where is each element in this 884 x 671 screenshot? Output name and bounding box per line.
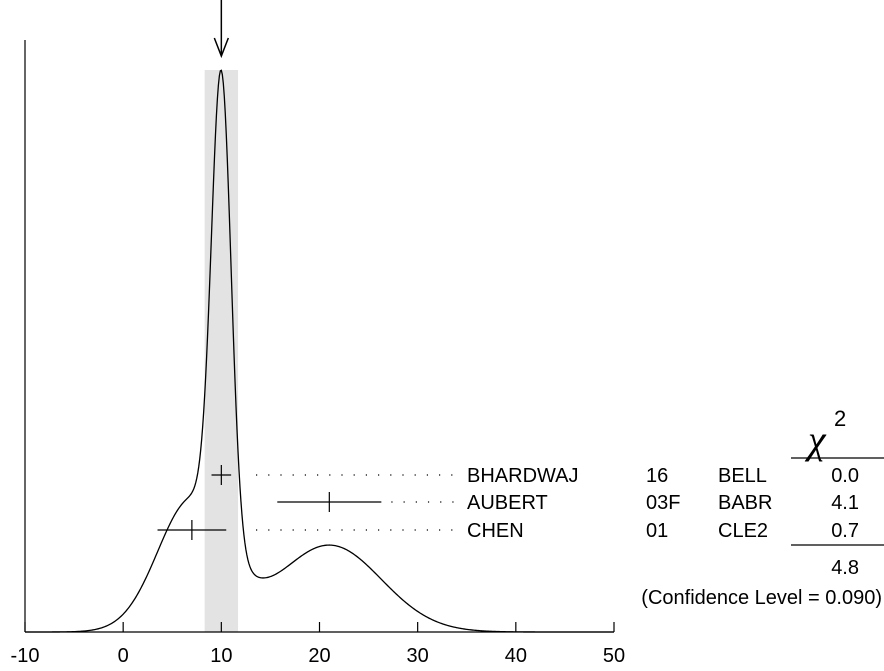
- measurement-chi2: 4.1: [831, 492, 859, 514]
- measurement-experiment: BELL: [718, 465, 767, 487]
- measurement-experiment: CLE2: [718, 520, 768, 542]
- ideogram-curve: [25, 69, 614, 633]
- measurement-year: 01: [646, 520, 668, 542]
- measurement-author: BHARDWAJ: [467, 465, 578, 487]
- measurement-row: CHEN 01 CLE2 0.7: [157, 520, 859, 542]
- x-tick-label: 20: [308, 645, 330, 667]
- average-band: [204, 70, 239, 632]
- average-arrow: [213, 0, 230, 59]
- x-tick-label: 40: [505, 645, 527, 667]
- measurement-row: AUBERT 03F BABR 4.1: [277, 492, 859, 514]
- x-tick-label: -10: [11, 645, 40, 667]
- x-tick-label: 10: [210, 645, 232, 667]
- measurement-year: 16: [646, 465, 668, 487]
- measurement-row: BHARDWAJ 16 BELL 0.0: [211, 465, 859, 487]
- chi2-header: χ: [804, 417, 827, 462]
- x-tick-label: 30: [407, 645, 429, 667]
- x-tick-label: 0: [118, 645, 129, 667]
- x-axis-ticks: -10 0 10 20 30 40 50: [11, 622, 625, 667]
- measurement-author: AUBERT: [467, 492, 548, 514]
- measurement-experiment: BABR: [718, 492, 772, 514]
- chi2-total: 4.8: [831, 557, 859, 579]
- x-tick-label: 50: [603, 645, 625, 667]
- confidence-level: (Confidence Level = 0.090): [641, 587, 882, 609]
- measurement-chi2: 0.7: [831, 520, 859, 542]
- measurement-year: 03F: [646, 492, 680, 514]
- chi2-header-superscript: 2: [834, 406, 846, 431]
- measurement-chi2: 0.0: [831, 465, 859, 487]
- measurement-author: CHEN: [467, 520, 524, 542]
